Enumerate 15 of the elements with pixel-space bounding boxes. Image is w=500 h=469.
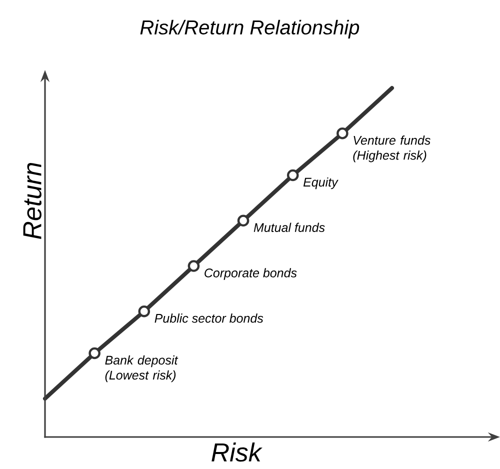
- point: [88, 347, 100, 360]
- point: [188, 260, 200, 272]
- annotation: Public sector bonds: [154, 314, 264, 323]
- point: [237, 214, 250, 227]
- annotation: Equity: [303, 177, 338, 190]
- point: [336, 127, 348, 140]
- annotation: Venture funds (Highest risk): [353, 136, 430, 162]
- annotation: Mutual funds: [254, 222, 325, 232]
- y-axis-title: Return: [23, 162, 42, 239]
- x-axis-title: Risk: [212, 442, 262, 462]
- point: [138, 305, 150, 318]
- point: [286, 169, 299, 182]
- chart-title: Risk/Return Relationship: [140, 20, 360, 38]
- annotation: Corporate bonds: [204, 268, 297, 280]
- annotation: Bank deposit (Lowest risk): [105, 355, 178, 382]
